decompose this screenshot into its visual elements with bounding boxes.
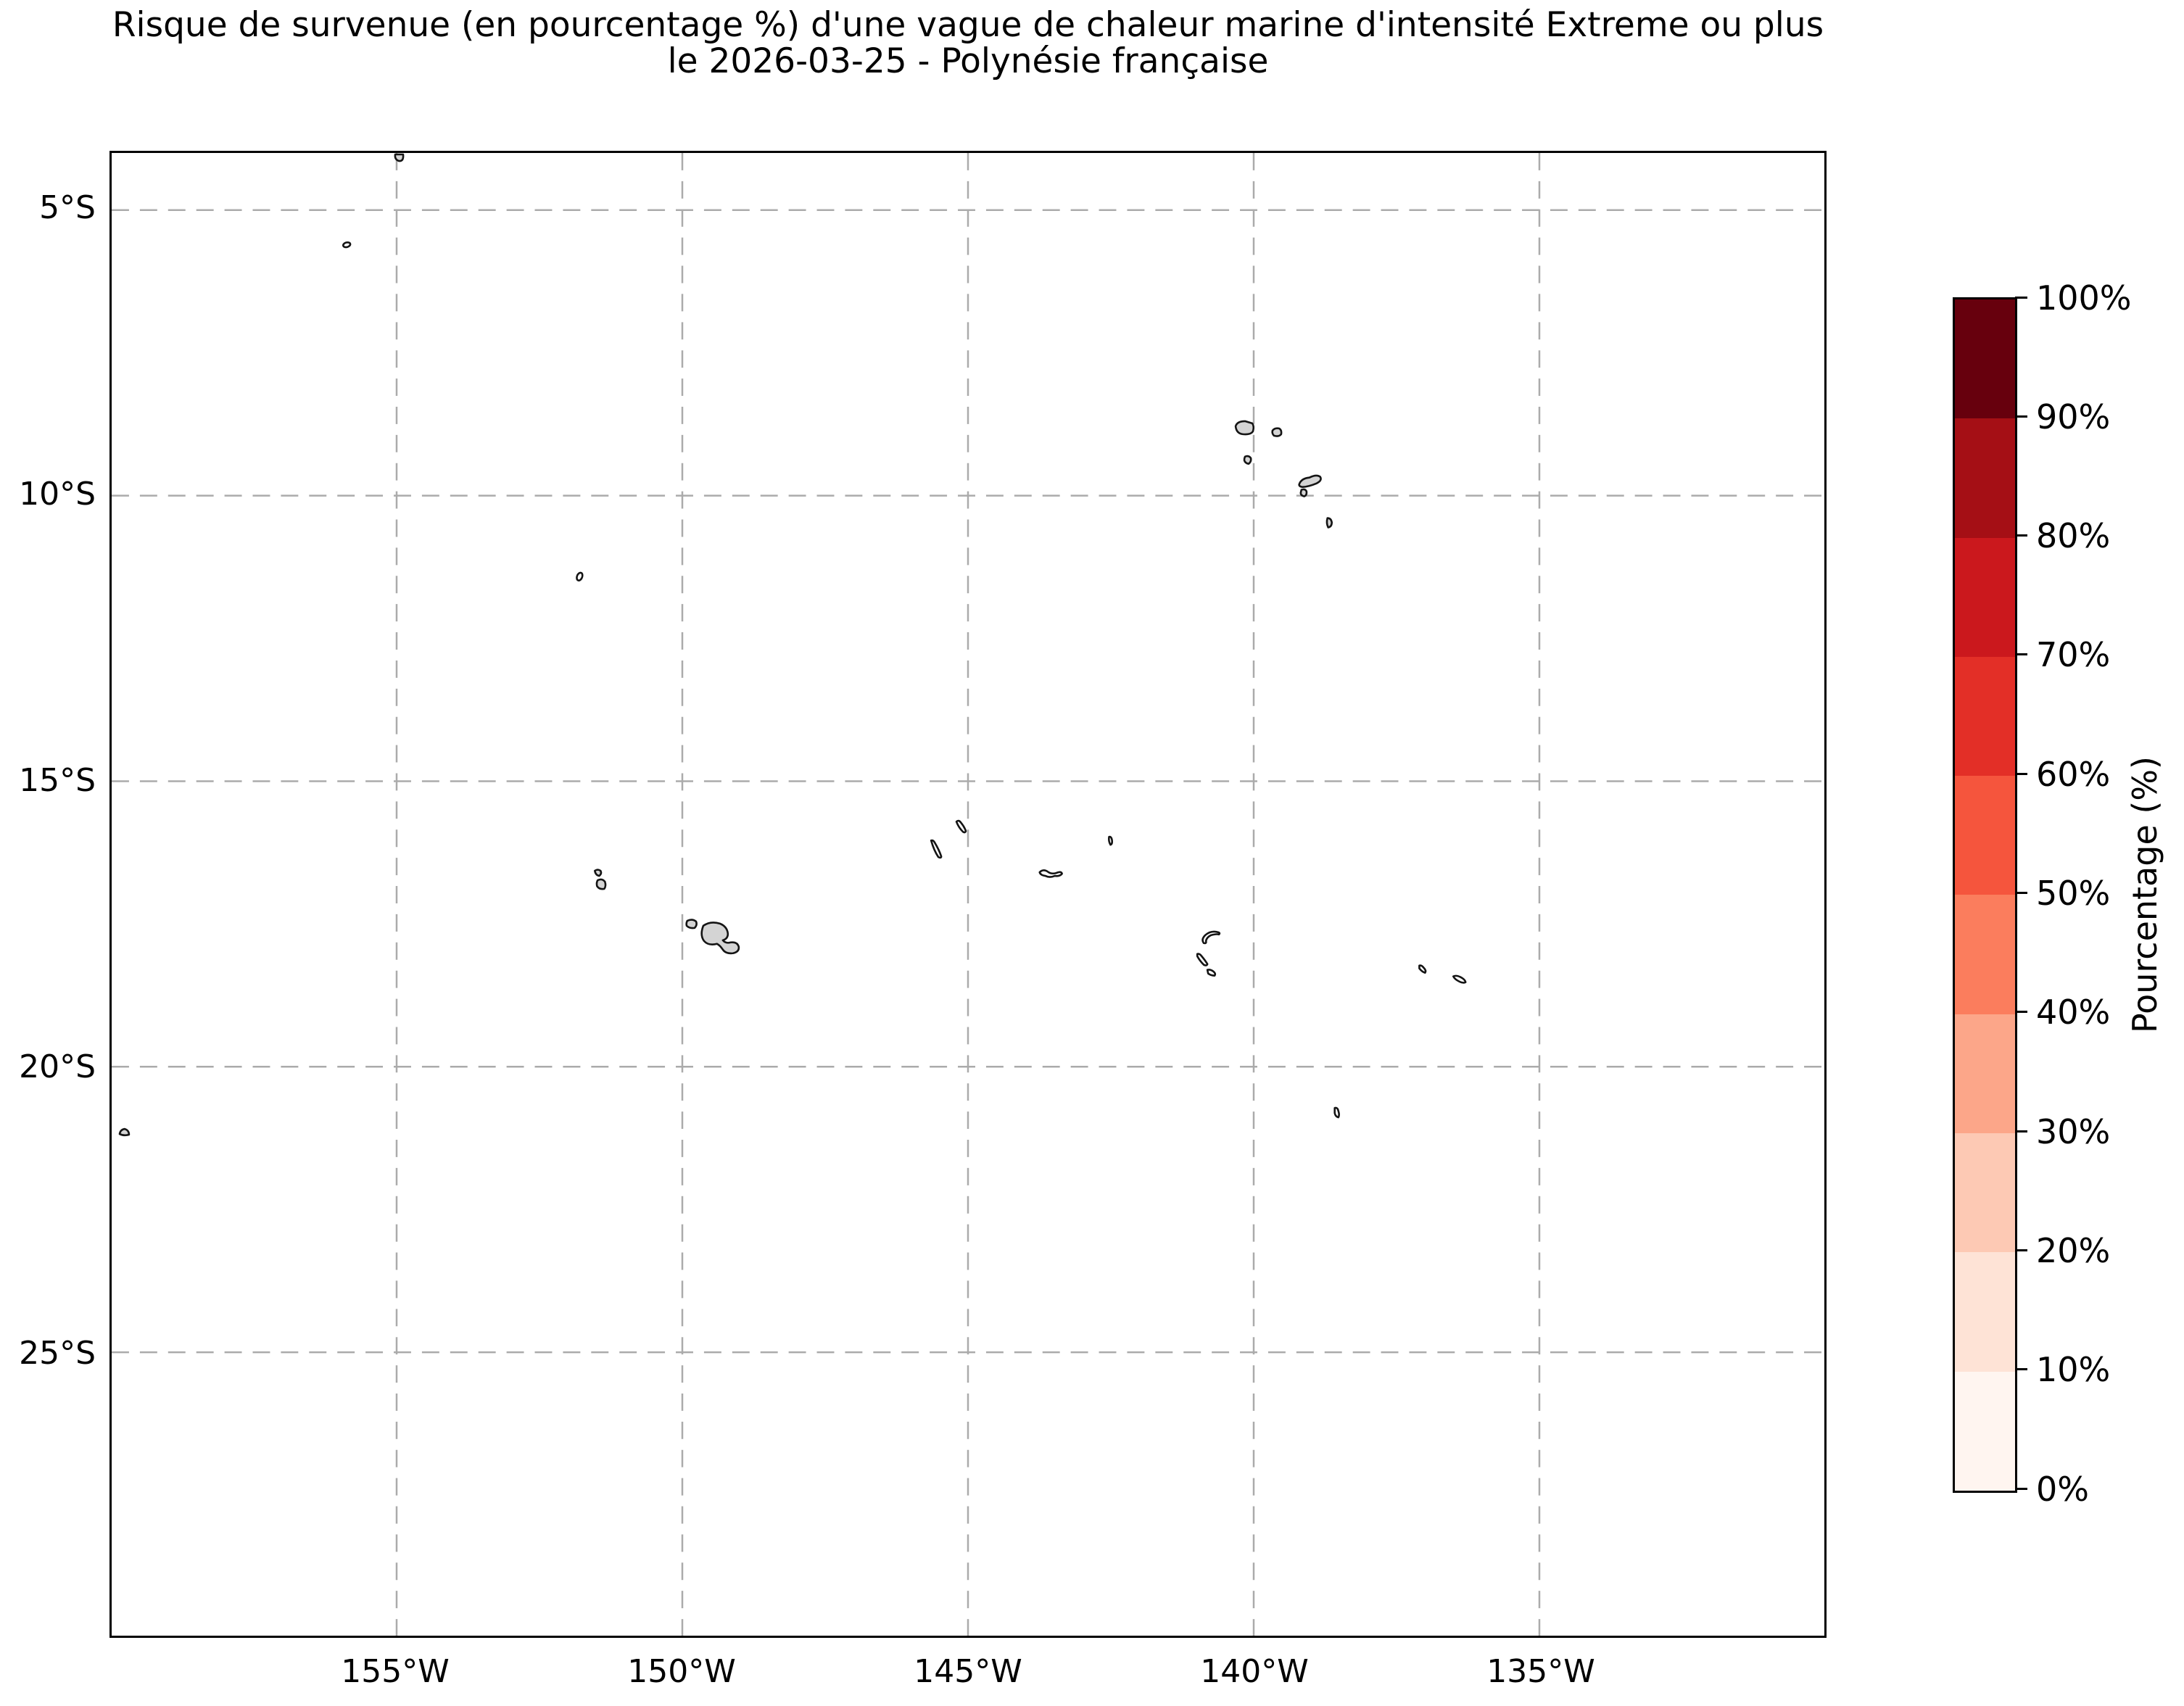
cbar-tick-80 bbox=[2015, 534, 2027, 537]
coastlines bbox=[118, 153, 1467, 1137]
atoll-acteon-icon bbox=[1452, 974, 1467, 984]
chart-title-line2: le 2026-03-25 - Polynésie française bbox=[667, 41, 1269, 82]
colorbar-bin-90-100 bbox=[1955, 299, 2015, 419]
island-speck-nw-icon bbox=[342, 241, 352, 249]
colorbar-bin-80-90 bbox=[1955, 418, 2015, 538]
cbar-label-0: 0% bbox=[2036, 1470, 2089, 1509]
x-tick-150w: 150°W bbox=[627, 1653, 736, 1690]
cbar-tick-100 bbox=[2015, 297, 2027, 299]
island-tahiti-icon bbox=[700, 922, 740, 955]
islet-top-edge-icon bbox=[394, 153, 405, 162]
colorbar-bin-30-40 bbox=[1955, 1014, 2015, 1134]
chart-title-line1: Risque de survenue (en pourcentage %) d'… bbox=[112, 5, 1824, 45]
cbar-tick-20 bbox=[2015, 1249, 2027, 1251]
cbar-label-10: 10% bbox=[2036, 1350, 2111, 1389]
cbar-tick-90 bbox=[2015, 415, 2027, 418]
cbar-tick-70 bbox=[2015, 653, 2027, 655]
atoll-mururoa-icon bbox=[1333, 1106, 1340, 1119]
cbar-label-40: 40% bbox=[2036, 993, 2111, 1032]
graticule bbox=[112, 153, 1824, 1636]
cbar-label-90: 90% bbox=[2036, 397, 2111, 436]
y-tick-5s: 5°S bbox=[39, 189, 96, 226]
colorbar-axis-label: Pourcentage (%) bbox=[2125, 756, 2164, 1033]
chart-title: Risque de survenue (en pourcentage %) d'… bbox=[109, 7, 1827, 80]
colorbar-bin-60-70 bbox=[1955, 656, 2015, 777]
island-fatu-hiva-icon bbox=[1325, 517, 1333, 529]
y-tick-10s: 10°S bbox=[19, 476, 96, 513]
atoll-duke-gloucester-icon bbox=[1418, 964, 1427, 974]
colorbar-bin-50-60 bbox=[1955, 776, 2015, 895]
island-hiva-oa-icon bbox=[1298, 474, 1322, 488]
cbar-label-50: 50% bbox=[2036, 874, 2111, 913]
cbar-tick-10 bbox=[2015, 1368, 2027, 1370]
cbar-label-60: 60% bbox=[2036, 755, 2111, 794]
atoll-raroia-icon bbox=[1107, 835, 1114, 846]
colorbar-bin-20-30 bbox=[1955, 1133, 2015, 1253]
cbar-label-30: 30% bbox=[2036, 1112, 2111, 1151]
cbar-tick-0 bbox=[2015, 1488, 2027, 1490]
island-nuku-hiva-icon bbox=[1234, 420, 1255, 436]
y-tick-25s: 25°S bbox=[19, 1335, 96, 1372]
atoll-amanu-icon bbox=[1196, 953, 1209, 966]
cbar-label-80: 80% bbox=[2036, 516, 2111, 555]
island-tahuata-icon bbox=[1299, 488, 1308, 497]
map-canvas bbox=[112, 153, 1824, 1636]
cbar-tick-30 bbox=[2015, 1130, 2027, 1132]
colorbar-bin-0-10 bbox=[1955, 1371, 2015, 1491]
island-ua-pou-icon bbox=[1243, 455, 1252, 465]
atoll-south-hao-icon bbox=[1206, 969, 1217, 977]
island-caroline-icon bbox=[576, 571, 584, 581]
colorbar-bin-40-50 bbox=[1955, 895, 2015, 1014]
cbar-label-70: 70% bbox=[2036, 635, 2111, 674]
atoll-hao-icon bbox=[1201, 930, 1221, 945]
cbar-tick-50 bbox=[2015, 892, 2027, 894]
atoll-rangiroa-icon bbox=[930, 839, 943, 859]
x-tick-135w: 135°W bbox=[1486, 1653, 1595, 1690]
y-tick-20s: 20°S bbox=[19, 1048, 96, 1085]
cbar-tick-60 bbox=[2015, 773, 2027, 775]
x-tick-145w: 145°W bbox=[914, 1653, 1022, 1690]
colorbar-bin-10-20 bbox=[1955, 1252, 2015, 1372]
cbar-tick-40 bbox=[2015, 1011, 2027, 1013]
island-moorea-icon bbox=[685, 919, 698, 929]
x-tick-155w: 155°W bbox=[341, 1653, 450, 1690]
colorbar bbox=[1953, 297, 2017, 1493]
island-bora-bora-icon bbox=[594, 869, 603, 877]
atoll-takaroa-icon bbox=[955, 819, 967, 834]
x-tick-140w: 140°W bbox=[1200, 1653, 1309, 1690]
cbar-label-20: 20% bbox=[2036, 1231, 2111, 1270]
island-ua-huka-icon bbox=[1271, 427, 1283, 437]
atoll-fakarava-icon bbox=[1038, 869, 1063, 878]
cbar-label-100: 100% bbox=[2036, 278, 2132, 318]
island-rarotonga-icon bbox=[118, 1127, 131, 1137]
colorbar-bin-70-80 bbox=[1955, 537, 2015, 657]
map-panel bbox=[109, 151, 1827, 1638]
y-tick-15s: 15°S bbox=[19, 762, 96, 799]
island-raiatea-icon bbox=[595, 878, 607, 890]
